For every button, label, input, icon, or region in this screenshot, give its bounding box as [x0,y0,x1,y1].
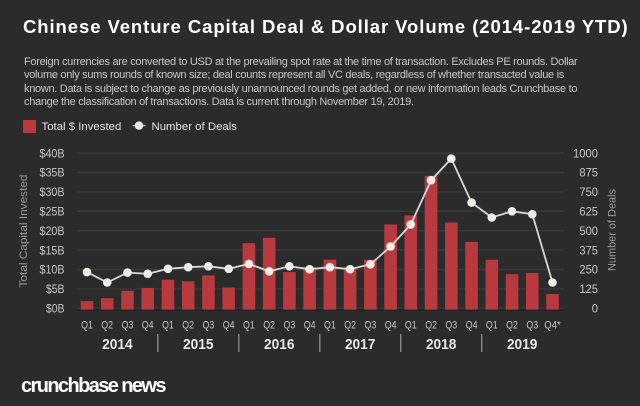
svg-text:Q1: Q1 [324,320,336,332]
svg-text:Q1: Q1 [243,320,255,332]
svg-text:Q4: Q4 [223,320,235,332]
svg-text:0: 0 [592,302,599,316]
svg-text:$20B: $20B [40,224,65,238]
svg-text:Q2: Q2 [425,320,437,332]
svg-text:Q1: Q1 [405,320,417,332]
svg-text:625: 625 [579,205,598,219]
svg-text:$25B: $25B [40,205,65,219]
svg-text:Q4*: Q4* [544,320,561,332]
svg-text:375: 375 [579,243,598,257]
svg-text:Q4: Q4 [142,320,154,332]
svg-text:Q1: Q1 [162,320,174,332]
svg-text:Q3: Q3 [365,320,377,332]
svg-text:Number of Deals: Number of Deals [607,189,619,271]
svg-text:2015: 2015 [183,336,214,353]
svg-text:Q3: Q3 [122,320,134,332]
svg-text:Q3: Q3 [445,320,457,332]
svg-text:2017: 2017 [345,336,376,353]
svg-text:Q1: Q1 [486,320,498,332]
svg-text:Q2: Q2 [101,320,113,332]
svg-text:$5B: $5B [46,282,65,296]
svg-text:Q4: Q4 [466,320,478,332]
svg-text:Q3: Q3 [203,320,215,332]
svg-text:Q4: Q4 [385,320,397,332]
svg-text:875: 875 [579,166,598,180]
svg-text:Q2: Q2 [344,320,356,332]
svg-text:$30B: $30B [40,185,65,199]
svg-text:$0B: $0B [46,302,65,316]
svg-text:$10B: $10B [40,263,65,277]
svg-text:Q2: Q2 [182,320,194,332]
svg-text:Q2: Q2 [263,320,275,332]
svg-text:$15B: $15B [40,243,65,257]
svg-text:Q4: Q4 [304,320,316,332]
svg-text:250: 250 [579,263,598,277]
svg-text:125: 125 [579,282,598,296]
svg-text:750: 750 [579,185,598,199]
svg-text:Q3: Q3 [284,320,296,332]
svg-text:$35B: $35B [40,166,65,180]
svg-text:Total Capital Invested: Total Capital Invested [18,175,30,288]
svg-text:2014: 2014 [102,336,133,353]
svg-text:1000: 1000 [573,146,598,160]
svg-text:2018: 2018 [426,336,457,353]
svg-text:Q3: Q3 [526,320,538,332]
svg-text:2016: 2016 [264,336,295,353]
svg-text:500: 500 [579,224,598,238]
svg-text:Q2: Q2 [506,320,518,332]
svg-text:Q1: Q1 [81,320,93,332]
svg-text:2019: 2019 [507,336,538,353]
svg-text:$40B: $40B [40,146,65,160]
